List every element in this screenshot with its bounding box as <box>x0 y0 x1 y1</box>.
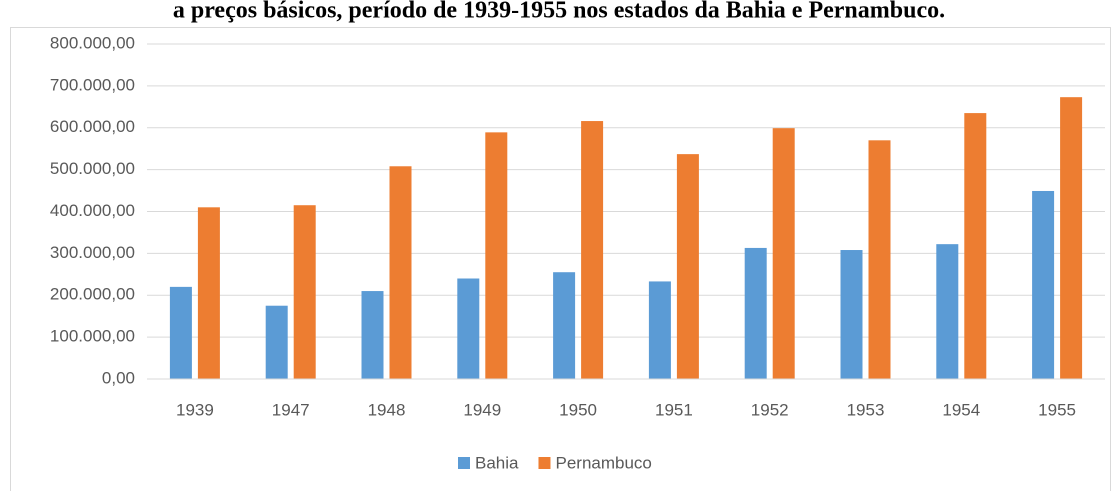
legend-label: Bahia <box>475 453 519 472</box>
x-tick-label: 1954 <box>942 400 980 419</box>
x-tick-label: 1948 <box>368 400 406 419</box>
y-tick-label: 500.000,00 <box>50 159 135 178</box>
x-tick-label: 1953 <box>847 400 885 419</box>
x-tick-label: 1950 <box>559 400 597 419</box>
bar <box>169 286 192 379</box>
bar <box>648 281 671 379</box>
bar <box>361 291 384 379</box>
legend-label: Pernambuco <box>555 453 651 472</box>
legend-swatch <box>458 457 470 469</box>
bar <box>744 247 767 379</box>
bar <box>1032 190 1055 379</box>
x-tick-label: 1939 <box>176 400 214 419</box>
x-tick-label: 1949 <box>463 400 501 419</box>
x-tick-label: 1951 <box>655 400 693 419</box>
bar <box>457 278 480 379</box>
bar <box>581 121 604 380</box>
bar <box>389 166 412 379</box>
bar <box>840 250 863 379</box>
bar <box>553 272 576 379</box>
bar <box>936 244 959 379</box>
bar <box>1060 97 1083 380</box>
bar <box>676 154 699 379</box>
y-tick-label: 100.000,00 <box>50 327 135 346</box>
y-tick-label: 400.000,00 <box>50 201 135 220</box>
x-tick-label: 1947 <box>272 400 310 419</box>
bar <box>485 132 508 379</box>
title-band <box>0 0 1118 27</box>
y-tick-label: 300.000,00 <box>50 243 135 262</box>
x-tick-label: 1952 <box>751 400 789 419</box>
y-tick-label: 200.000,00 <box>50 285 135 304</box>
bar <box>293 205 316 379</box>
bar <box>197 207 220 379</box>
x-tick-label: 1955 <box>1038 400 1076 419</box>
bar <box>868 140 891 379</box>
bar <box>265 305 288 379</box>
chart-title: a preços básicos, período de 1939-1955 n… <box>173 0 945 24</box>
legend-swatch <box>538 457 551 469</box>
bar <box>772 128 795 379</box>
bar <box>964 113 987 379</box>
y-tick-label: 700.000,00 <box>50 75 135 94</box>
y-tick-label: 800.000,00 <box>50 33 135 52</box>
y-tick-label: 600.000,00 <box>50 117 135 136</box>
y-tick-label: 0,00 <box>102 368 135 387</box>
chart-border <box>10 27 1111 491</box>
